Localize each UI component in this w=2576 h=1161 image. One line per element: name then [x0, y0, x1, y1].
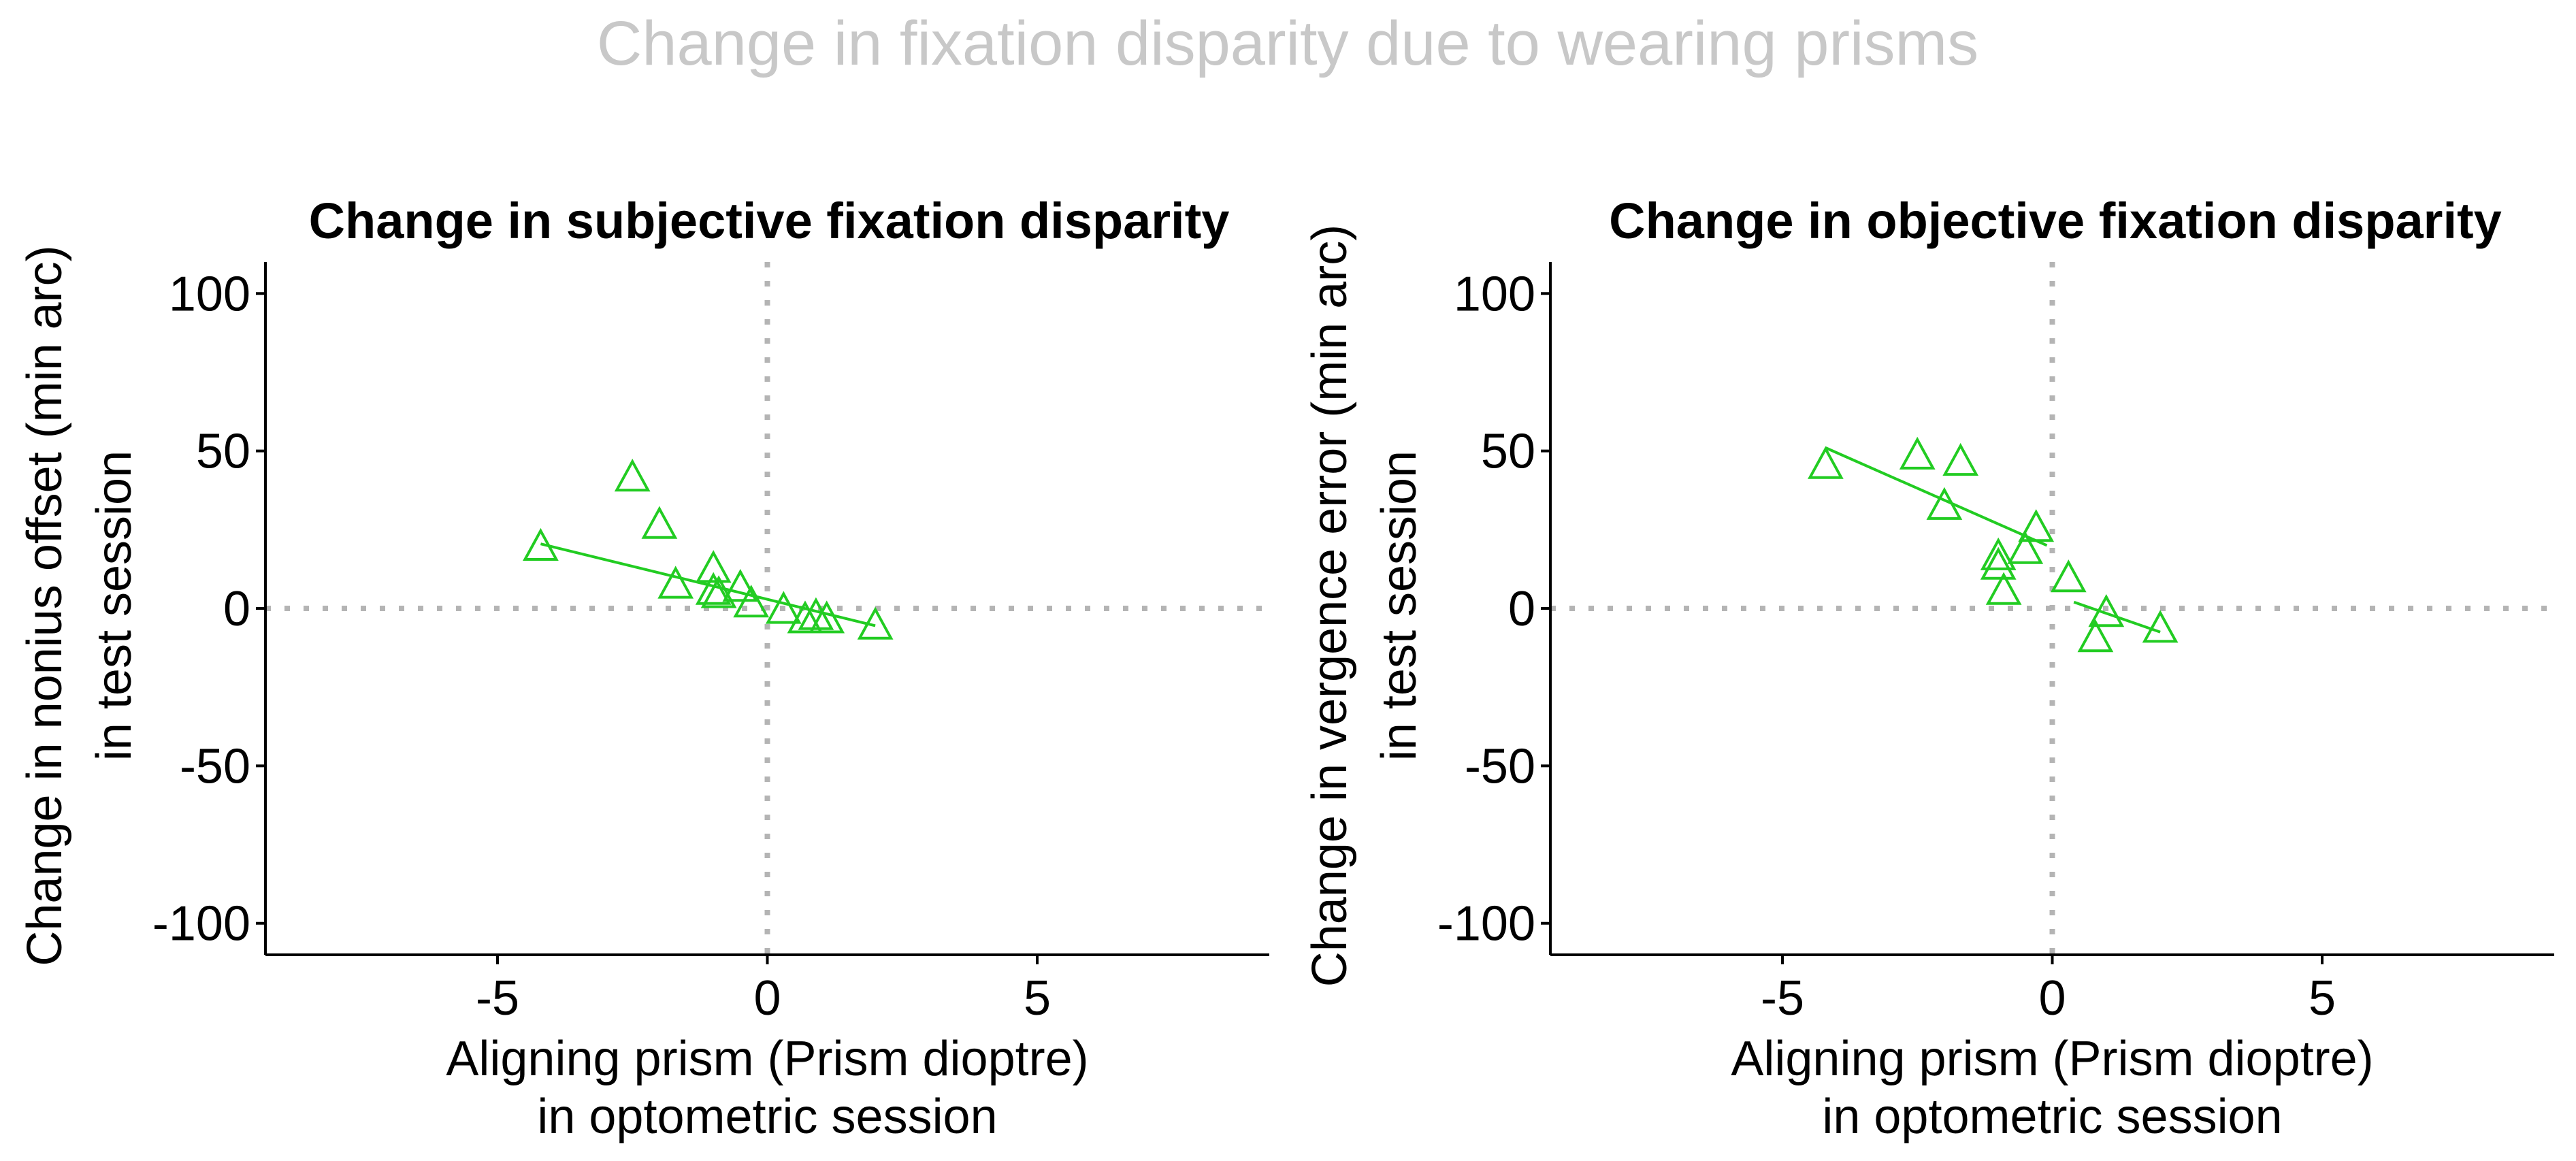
- data-point: [657, 566, 694, 599]
- x-tick-label: -5: [476, 971, 519, 1026]
- data-point: [787, 600, 824, 634]
- panel-title: Change in subjective fixation disparity: [309, 193, 1230, 249]
- y-tick-label: 0: [1508, 582, 1535, 636]
- y-tick-label: -100: [152, 897, 250, 951]
- x-tick-label: -5: [1761, 971, 1804, 1026]
- data-point: [695, 550, 732, 583]
- y-tick-label: 100: [1454, 267, 1535, 321]
- data-point: [1985, 572, 2022, 605]
- data-point: [733, 585, 770, 618]
- data-point: [1980, 546, 2017, 580]
- data-point: [798, 597, 834, 630]
- figure-title: Change in fixation disparity due to wear…: [597, 9, 1978, 78]
- y-tick-label: 50: [196, 425, 250, 479]
- x-tick-label: 5: [2309, 971, 2336, 1026]
- data-point: [1808, 446, 1844, 479]
- y-tick-label: -100: [1437, 897, 1535, 951]
- x-axis-label: Aligning prism (Prism dioptre): [1731, 1032, 2373, 1086]
- data-point: [765, 591, 802, 624]
- data-point: [1942, 442, 1979, 476]
- y-tick-label: 100: [169, 267, 250, 321]
- y-axis-label: in test session: [1372, 451, 1426, 761]
- data-point: [2050, 559, 2087, 593]
- y-tick-label: -50: [1465, 739, 1535, 794]
- x-tick-label: 5: [1024, 971, 1051, 1026]
- panel-title: Change in objective fixation disparity: [1609, 193, 2502, 249]
- y-axis-label: Change in nonius offset (min arc): [18, 245, 72, 966]
- data-point: [722, 569, 759, 602]
- y-tick-label: -50: [180, 739, 250, 794]
- data-point: [2077, 619, 2114, 653]
- regression-line: [1825, 446, 2048, 547]
- x-axis-label: Aligning prism (Prism dioptre): [446, 1032, 1088, 1086]
- data-point: [1899, 436, 1936, 470]
- panel-subjective: Change in subjective fixation disparity -…: [18, 193, 1269, 1144]
- data-point: [695, 572, 732, 605]
- x-axis-label: in optometric session: [1822, 1090, 2282, 1144]
- panel-objective: Change in objective fixation disparity -1…: [1303, 193, 2554, 1144]
- y-axis-label: in test session: [87, 451, 142, 761]
- data-point: [1926, 487, 1963, 520]
- data-point: [2007, 531, 2044, 564]
- data-point: [2142, 610, 2179, 643]
- y-tick-label: 50: [1481, 425, 1535, 479]
- data-point: [614, 459, 651, 492]
- x-axis-label: in optometric session: [537, 1090, 997, 1144]
- data-point: [2088, 594, 2125, 627]
- data-point: [523, 527, 559, 561]
- x-tick-label: 0: [2038, 971, 2066, 1026]
- x-tick-label: 0: [753, 971, 781, 1026]
- data-point: [641, 506, 678, 539]
- data-point: [857, 606, 894, 640]
- y-tick-label: 0: [223, 582, 250, 636]
- data-point: [1980, 537, 2017, 570]
- data-point: [700, 575, 737, 608]
- data-point: [2018, 509, 2055, 542]
- y-axis-label: Change in vergence error (min arc): [1303, 225, 1357, 987]
- data-point: [809, 600, 845, 634]
